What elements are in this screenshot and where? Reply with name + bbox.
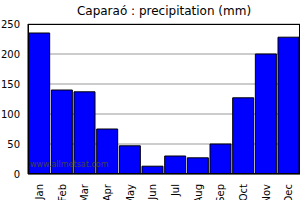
svg-text:0: 0 (14, 169, 20, 180)
svg-text:Feb: Feb (57, 184, 68, 200)
svg-text:Mar: Mar (79, 183, 90, 200)
svg-text:250: 250 (8, 19, 20, 30)
svg-text:200: 200 (8, 49, 20, 60)
svg-text:Aug: Aug (193, 184, 204, 200)
svg-text:Jun: Jun (147, 184, 158, 200)
html-text:Caparaó : precipitation (mm): Caparaó : precipitation (mm) (76, 4, 252, 18)
svg-text:Jul: Jul (170, 184, 181, 197)
html-text:www.allmetsat.com: www.allmetsat.com (30, 160, 109, 169)
svg-text:50: 50 (8, 139, 20, 150)
svg-text:Apr: Apr (102, 183, 113, 200)
svg-text:Nov: Nov (261, 184, 272, 200)
svg-text:Dec: Dec (283, 184, 294, 200)
svg-text:May: May (125, 184, 136, 200)
svg-text:Oct: Oct (238, 184, 249, 200)
svg-text:150: 150 (8, 79, 20, 90)
svg-text:100: 100 (8, 109, 20, 120)
svg-text:Sep: Sep (215, 184, 226, 200)
svg-text:Jan: Jan (34, 184, 45, 200)
